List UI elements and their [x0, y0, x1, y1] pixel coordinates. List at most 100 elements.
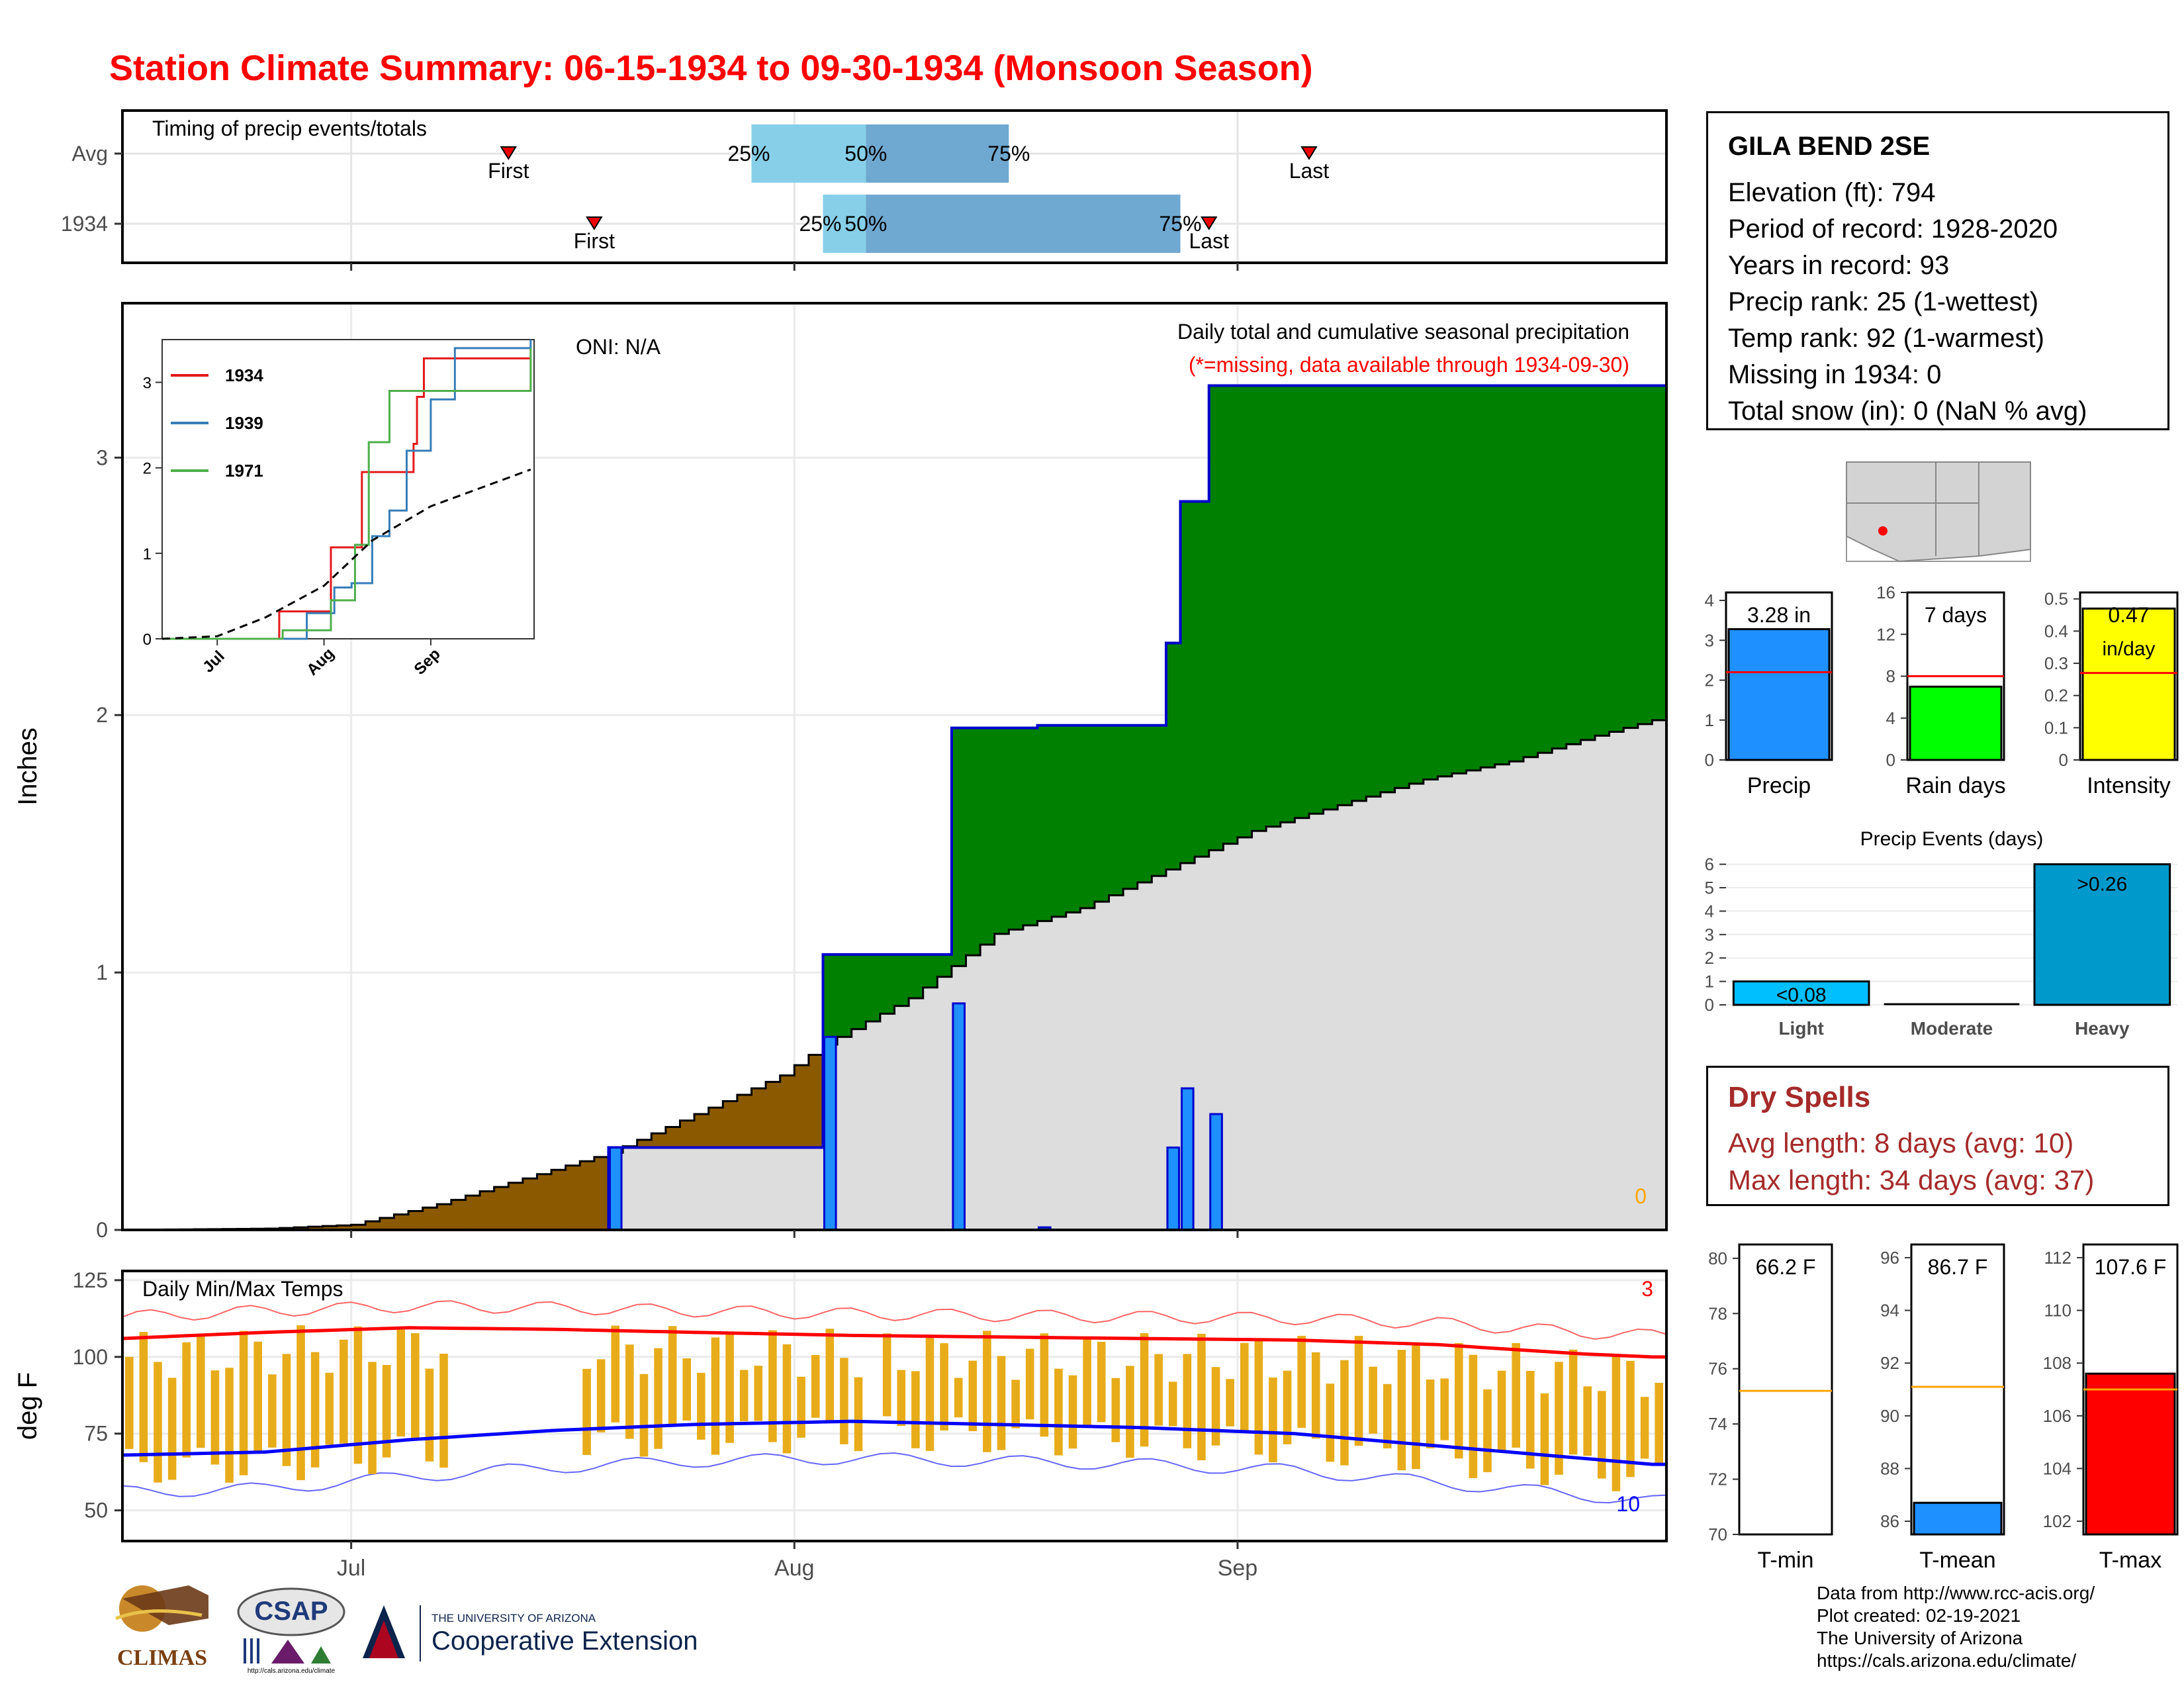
precip-base-fill — [966, 955, 981, 1230]
precip-above-avg-fill — [1023, 727, 1038, 925]
temps-daily-range-bar — [925, 1335, 934, 1451]
temps-daily-range-bar — [611, 1325, 620, 1423]
temps-title: Daily Min/Max Temps — [142, 1277, 343, 1301]
precip-above-avg-fill — [1409, 385, 1424, 784]
temps-daily-range-bar — [1354, 1336, 1363, 1446]
intensity-y-tick-label: 0.4 — [2044, 621, 2068, 641]
timing-last-marker — [1300, 146, 1318, 160]
precip-base-fill — [1409, 783, 1424, 1230]
ua-logo-a-inner — [369, 1620, 398, 1658]
station-line: Precip rank: 25 (1-wettest) — [1728, 287, 2039, 316]
events-bar — [1732, 980, 1870, 1006]
temps-daily-range-bar — [1269, 1378, 1277, 1462]
precip-above-avg-fill — [1509, 385, 1524, 762]
precip-base-fill — [766, 1147, 781, 1230]
precip_total-y-tick-label: 4 — [1705, 590, 1714, 610]
temps-avg-min-line — [122, 1419, 1666, 1466]
precip-base-fill — [923, 987, 938, 1230]
intensity-y-tick-label: 0.3 — [2044, 653, 2068, 673]
precip-base-fill — [937, 976, 952, 1230]
temps-daily-range-bar — [1540, 1393, 1549, 1485]
credits: Data from http://www.rcc-acis.org/ Plot … — [1817, 1582, 2095, 1672]
tmean_mean-value-bar — [1913, 1501, 2003, 1536]
precip-above-avg-fill — [1223, 385, 1238, 844]
precip-base-fill — [1394, 788, 1410, 1230]
precip-base-fill — [1437, 776, 1453, 1230]
precip-base-fill — [737, 1147, 752, 1230]
temps-daily-range-bar — [167, 1378, 177, 1480]
precip-above-avg-fill — [1137, 725, 1152, 882]
precip-above-avg-fill — [1165, 643, 1181, 870]
temps-daily-range-bar — [210, 1370, 220, 1465]
precip-title: Daily total and cumulative seasonal prec… — [1177, 320, 1629, 344]
precip-base-fill — [1566, 744, 1581, 1230]
temps-daily-range-bar — [1469, 1354, 1478, 1478]
precip-base-fill — [1537, 753, 1553, 1230]
precip-y-tick-label: 1 — [96, 961, 108, 984]
precip-below-avg-fill — [751, 1088, 766, 1148]
precip-above-avg-fill — [1066, 725, 1081, 913]
temps-daily-range-bar — [1240, 1342, 1249, 1432]
precip-below-avg-fill — [322, 1226, 338, 1230]
precip-base-fill — [1223, 843, 1238, 1230]
precip-above-avg-fill — [980, 727, 995, 945]
temps-daily-range-bar — [682, 1358, 692, 1421]
temps-daily-range-bar — [1597, 1391, 1606, 1479]
temps-daily-range-bar — [711, 1337, 720, 1455]
csap-logo-rain — [244, 1638, 259, 1664]
precip-below-avg-fill — [494, 1187, 509, 1230]
precip-base-fill — [1266, 826, 1281, 1230]
csap-logo: CSAP http://cals.arizona.edu/climate — [237, 1587, 345, 1675]
precip-above-avg-fill — [1380, 385, 1396, 792]
timing-bar-25-50 — [823, 195, 866, 253]
dry-spells-title: Dry Spells — [1728, 1081, 1871, 1113]
precip-below-avg-fill — [565, 1165, 580, 1230]
precip-base-fill — [1237, 837, 1253, 1230]
temps-daily-range-bar — [396, 1327, 406, 1437]
precip-above-avg-fill — [909, 954, 924, 998]
dry-spells-max: Max length: 34 days (avg: 37) — [1728, 1164, 2095, 1196]
temps-daily-range-bar — [1297, 1335, 1306, 1429]
precip-base-fill — [694, 1147, 709, 1230]
precip-above-avg-fill — [1237, 385, 1253, 837]
timing-label-50: 50% — [844, 212, 887, 236]
temps-daily-range-bar — [1111, 1378, 1120, 1442]
temps-daily-range-bar — [225, 1368, 234, 1483]
precip-y-tick-label: 0 — [96, 1218, 108, 1242]
timing-label-25: 25% — [727, 142, 770, 165]
precip-base-fill — [1351, 800, 1367, 1230]
temps-daily-range-bar — [582, 1368, 591, 1455]
events-y-tick-label: 0 — [1705, 995, 1714, 1015]
temps-daily-range-bar — [997, 1356, 1006, 1450]
temps-daily-range-bar — [1626, 1360, 1635, 1477]
inset-frame — [161, 339, 535, 639]
temps-panel-frame — [121, 1270, 1668, 1542]
temps-daily-range-bar — [1483, 1389, 1492, 1472]
precip-missing-count: 0 — [1635, 1184, 1647, 1208]
temps-y-tick-label: 75 — [84, 1422, 108, 1446]
precip-base-fill — [1380, 792, 1396, 1230]
precip-base-fill — [1023, 925, 1038, 1230]
temps-daily-range-bar — [1640, 1397, 1649, 1459]
tmin_mean-y-tick-label: 78 — [1708, 1303, 1727, 1323]
precip-base-fill — [1052, 916, 1067, 1230]
precip-below-avg-fill — [437, 1204, 452, 1230]
precip-base-fill — [1037, 921, 1052, 1230]
temps-daily-range-bar — [382, 1364, 391, 1458]
precip-below-avg-fill — [780, 1075, 795, 1148]
precip-base-fill — [794, 1147, 809, 1230]
precip-base-fill — [1109, 895, 1124, 1230]
station-line: Period of record: 1928-2020 — [1728, 214, 2058, 244]
temps-daily-range-bar — [1197, 1333, 1206, 1461]
precip-below-avg-fill — [480, 1191, 495, 1230]
precip-base-fill — [651, 1147, 666, 1230]
precip-above-avg-fill — [1494, 385, 1510, 765]
precip-base-fill — [1066, 912, 1081, 1230]
precip-base-fill — [1165, 869, 1181, 1230]
precip-base-fill — [1323, 809, 1338, 1230]
temps-daily-range-bar — [954, 1378, 963, 1418]
events-category-label: Heavy — [2075, 1018, 2130, 1039]
precip-below-avg-fill — [794, 1065, 809, 1148]
temps-daily-range-bar — [182, 1342, 191, 1458]
temps-daily-range-bar — [882, 1333, 891, 1417]
